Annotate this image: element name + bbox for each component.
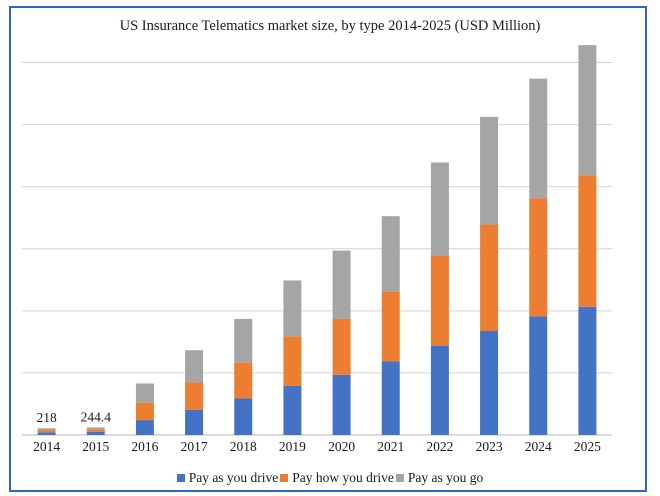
x-tick-label: 2025	[574, 439, 601, 454]
bar-segment	[430, 255, 449, 346]
legend-swatch	[395, 474, 404, 482]
bar-segment	[578, 175, 597, 307]
x-tick-label: 2017	[181, 439, 208, 454]
x-tick-label: 2019	[279, 439, 306, 454]
x-tick-label: 2018	[230, 439, 257, 454]
x-tick-label: 2021	[377, 439, 404, 454]
bar-segment	[332, 374, 351, 435]
bar-segment	[578, 45, 597, 176]
bar-segment	[430, 345, 449, 435]
bar-segment	[37, 432, 56, 435]
bar-segment	[283, 280, 302, 337]
bar-segment	[332, 250, 351, 319]
legend-label: Pay as you go	[407, 470, 484, 485]
bar-segment	[37, 428, 56, 431]
bar-segment	[234, 398, 253, 435]
x-tick-label: 2022	[426, 439, 453, 454]
bar-segment	[135, 383, 154, 403]
x-tick-label: 2014	[33, 439, 60, 454]
legend-swatch	[176, 474, 185, 482]
bar-segment	[480, 331, 499, 435]
bar-segment	[234, 318, 253, 363]
bar-segment	[578, 306, 597, 435]
bar-segment	[381, 216, 400, 292]
bar-segment	[430, 162, 449, 256]
data-label: 218	[36, 410, 57, 425]
bar-segment	[529, 198, 548, 317]
x-tick-label: 2016	[131, 439, 158, 454]
bar-segment	[135, 420, 154, 435]
x-tick-label: 2020	[328, 439, 355, 454]
chart-legend: Pay as you drive Pay how you drive Pay as …	[0, 470, 660, 486]
data-label: 244.4	[81, 409, 112, 424]
bar-segment	[381, 361, 400, 435]
bar-segment	[37, 430, 56, 433]
bar-segment	[480, 116, 499, 225]
bar-segment	[86, 429, 105, 432]
bar-segment	[381, 291, 400, 362]
legend-item: Pay how you drive	[280, 470, 394, 486]
bar-segment	[86, 427, 105, 430]
legend-item: Pay as you drive	[176, 470, 279, 486]
bar-segment	[185, 350, 204, 383]
bar-segment	[332, 318, 351, 375]
bar-segment	[283, 336, 302, 386]
chart-title: US Insurance Telematics market size, by …	[119, 18, 541, 34]
bar-segment	[234, 362, 253, 399]
legend-label: Pay as you drive	[188, 470, 279, 485]
bar-segment	[283, 385, 302, 435]
legend-item: Pay as you go	[395, 470, 484, 486]
legend-swatch	[280, 474, 289, 482]
bar-segment	[480, 224, 499, 332]
bar-segment	[529, 78, 548, 199]
bar-segment	[185, 409, 204, 435]
x-tick-label: 2024	[525, 439, 552, 454]
bar-segment	[529, 316, 548, 435]
bar-segment	[86, 431, 105, 435]
bar-segment	[135, 402, 154, 421]
legend-label: Pay how you drive	[292, 470, 394, 485]
bar-segment	[185, 382, 204, 410]
x-tick-label: 2015	[82, 439, 109, 454]
x-tick-label: 2023	[476, 439, 503, 454]
